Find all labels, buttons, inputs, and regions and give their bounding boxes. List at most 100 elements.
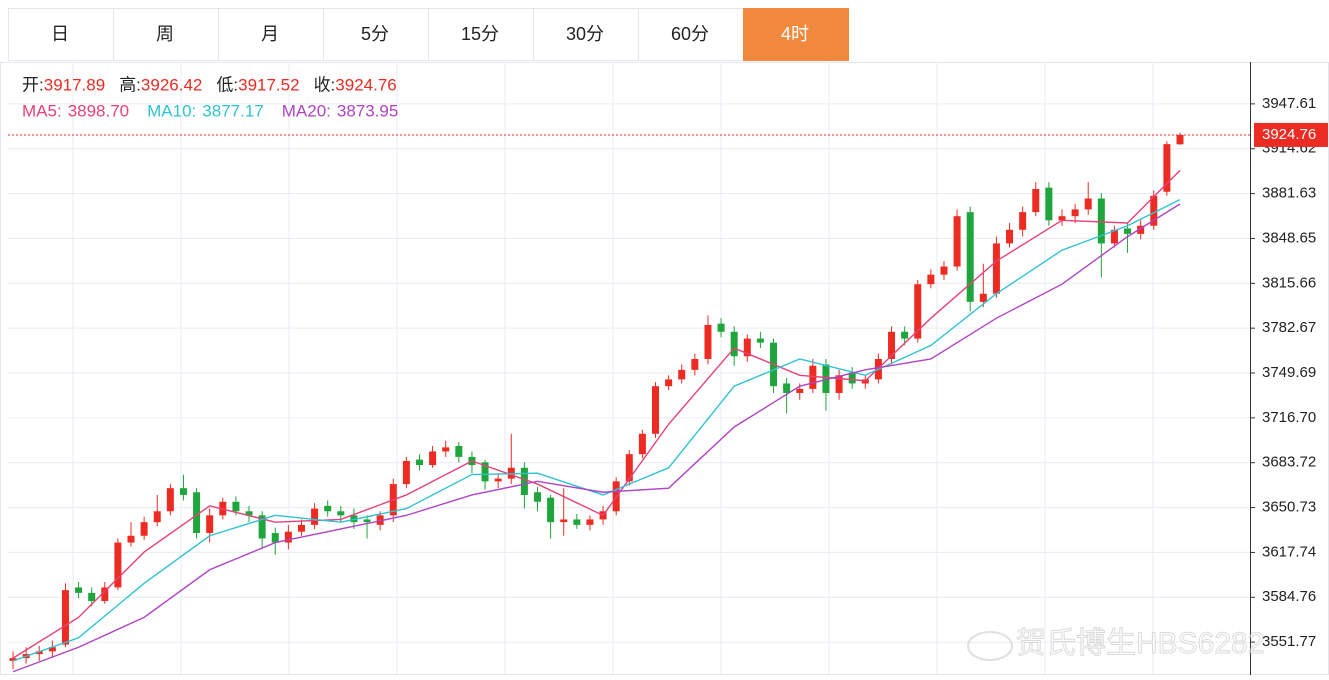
candle-body [114,542,122,588]
tab-label[interactable]: 60分 [671,24,709,44]
candle-body [166,488,174,512]
tab-label[interactable]: 月 [261,24,279,44]
candle-body [940,266,948,275]
y-tick-label: 3782.67 [1262,319,1316,336]
candle-body [1084,198,1092,210]
candle-body [547,497,555,523]
candle-body [533,492,541,502]
candle-body [48,647,56,652]
ohlc-value: 3917.52 [238,75,299,94]
candle-body [953,216,961,267]
tab[interactable] [638,8,744,61]
watermark-text: 贺氏博生HBS6282 [1016,627,1264,660]
candle-body [691,358,699,370]
ohlc-value: 3917.89 [44,75,105,94]
candle-body [756,338,764,343]
y-tick-label: 3815.66 [1262,274,1316,291]
ohlc-label: 收: [314,75,336,94]
candle-body [245,511,253,516]
y-tick-label: 3848.65 [1262,229,1316,246]
candle-body [442,447,450,452]
ma-legend-value: 3877.17 [202,101,263,120]
candle-body [638,433,646,455]
candle-body [1045,187,1053,221]
candle-body [494,478,502,482]
ohlc-value: 3924.76 [335,75,396,94]
candle-body [88,592,96,602]
candle-body [743,338,751,357]
candle-body [1163,144,1171,192]
y-tick-label: 3947.61 [1262,95,1316,112]
chart-border [0,62,1329,675]
candle-body [1097,198,1105,244]
candle-body [796,388,804,393]
candle-body [1019,212,1027,230]
candle-body [363,519,371,523]
candle-body [822,364,830,393]
ma-line [12,169,1181,659]
candle-body [835,375,843,393]
candle-body [730,331,738,357]
candle-body [966,212,974,302]
ohlc-label: 低: [216,75,238,94]
tab[interactable] [428,8,534,61]
candle-body [35,651,43,655]
candle-body [258,515,266,539]
candle-body [1176,134,1184,145]
ma-legend-name: MA20: [282,101,331,120]
candle-body [783,383,791,393]
candle-body [573,519,581,525]
candle-body [652,386,660,434]
candle-body [337,511,345,516]
tab[interactable] [743,8,849,61]
candle-body [324,505,332,512]
tab-label[interactable]: 30分 [566,24,604,44]
tab[interactable] [8,8,114,61]
candle-body [101,587,109,602]
ma-line [12,203,1181,673]
y-tick-label: 3881.63 [1262,185,1316,202]
candle-body [992,243,1000,294]
candle-body [61,590,69,645]
candle-body [1058,216,1066,221]
candle-body [901,331,909,339]
candle-body [927,274,935,285]
candle-body [140,522,148,536]
tab-bar: 日 周 月 5分 15分 30分 60分 4时 [8,8,849,61]
candle-body [979,293,987,302]
tab-label[interactable]: 15分 [461,24,499,44]
y-tick-label: 3716.70 [1262,409,1316,426]
candle-body [625,454,633,482]
candle-body [153,511,161,523]
candle-body [297,524,305,532]
y-tick-label: 3749.69 [1262,364,1316,381]
candle-body [75,587,83,593]
candle-body [402,460,410,485]
tab[interactable] [218,8,324,61]
tab-label[interactable]: 4时 [781,24,809,44]
candle-body [193,492,201,534]
tab-label[interactable]: 日 [51,24,69,44]
candle-body [1124,228,1132,234]
last-price-box [1254,122,1328,147]
candle-body [284,531,292,543]
candle-body [481,462,489,482]
candle-body [586,519,594,525]
candle-body [888,331,896,359]
candle-body [704,324,712,359]
tab-label[interactable]: 5分 [361,24,389,44]
y-tick-label: 3551.77 [1262,633,1316,650]
candle-body [1032,189,1040,213]
y-tick-label: 3650.73 [1262,499,1316,516]
candle-body [415,459,423,466]
candle-body [1137,225,1145,234]
tab-label[interactable]: 周 [156,24,174,44]
candle-body [455,446,463,457]
ohlc-value: 3926.42 [141,75,202,94]
candle-body [848,372,856,384]
candle-body [232,501,240,512]
candle-body [914,284,922,339]
candle-body [1006,229,1014,244]
candle-body [271,533,279,543]
